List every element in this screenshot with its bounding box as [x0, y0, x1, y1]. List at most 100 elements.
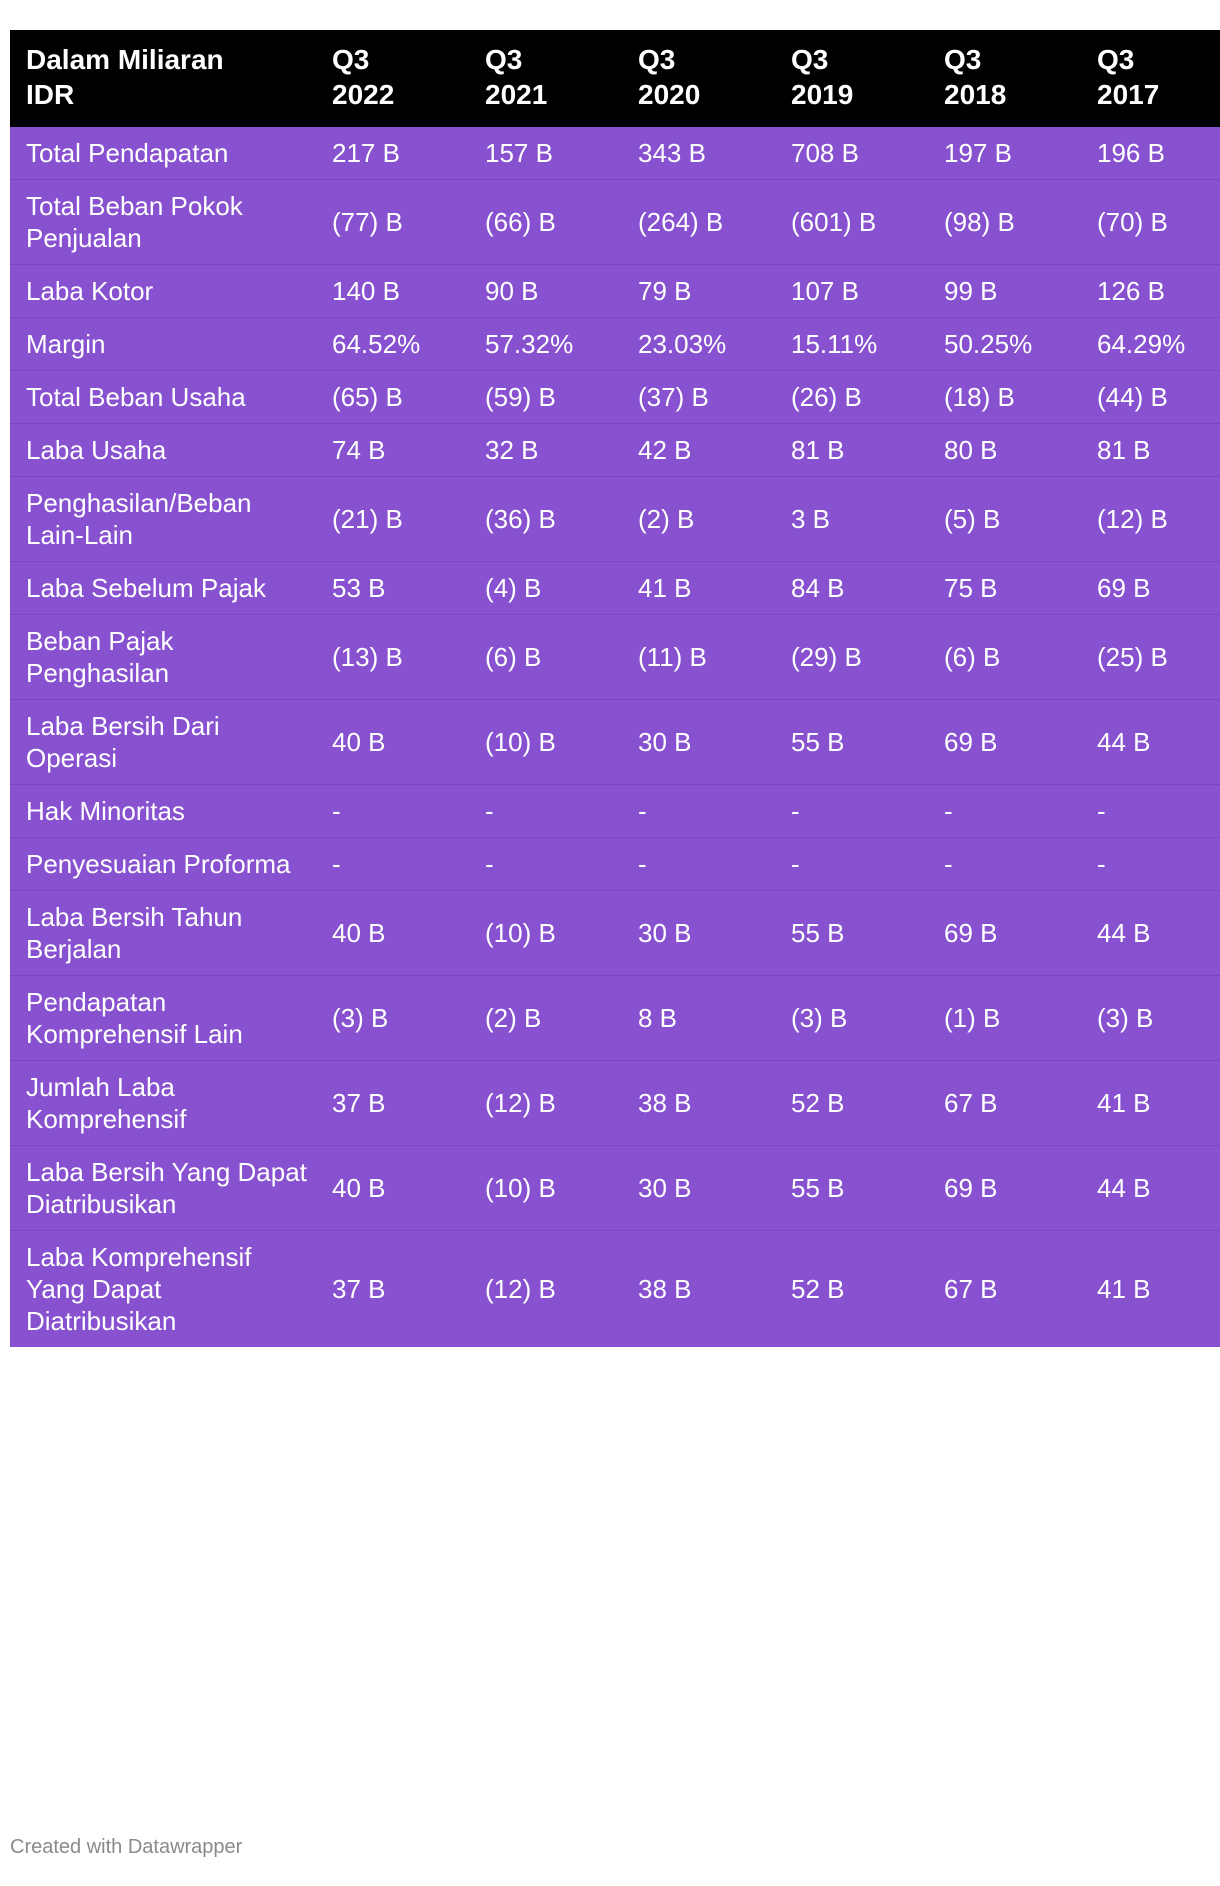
table-row: Laba Usaha 74 B 32 B 42 B 81 B 80 B 81 B	[10, 423, 1220, 477]
table-cell: 197 B	[928, 124, 1081, 180]
table-cell: (1) B	[928, 975, 1081, 1061]
table-cell: (5) B	[928, 476, 1081, 562]
column-header: Q3 2019	[775, 30, 928, 126]
table-cell: (4) B	[469, 561, 622, 615]
table-cell: (264) B	[622, 179, 775, 265]
table-cell: 69 B	[928, 890, 1081, 976]
table-cell: (13) B	[316, 614, 469, 700]
table-cell: 217 B	[316, 124, 469, 180]
table-cell: 69 B	[1081, 561, 1220, 615]
table-cell: -	[316, 837, 469, 891]
row-label: Total Pendapatan	[10, 124, 316, 180]
table-cell: 44 B	[1081, 699, 1220, 785]
table-cell: (66) B	[469, 179, 622, 265]
column-header-line: Q3	[1097, 44, 1135, 75]
column-header-line: 2020	[638, 79, 701, 110]
table-cell: (77) B	[316, 179, 469, 265]
table-cell: (10) B	[469, 890, 622, 976]
table-cell: (21) B	[316, 476, 469, 562]
table-cell: 55 B	[775, 1145, 928, 1231]
table-body: Total Pendapatan 217 B 157 B 343 B 708 B 197 …	[10, 124, 1220, 1347]
table-cell: 67 B	[928, 1230, 1081, 1347]
column-header-line: 2018	[944, 79, 1007, 110]
column-header: Q3 2020	[622, 30, 775, 126]
table-cell: (26) B	[775, 370, 928, 424]
table-row: Laba Bersih Dari Operasi 40 B (10) B 30 B 55…	[10, 699, 1220, 785]
table-cell: 44 B	[1081, 890, 1220, 976]
table-cell: 53 B	[316, 561, 469, 615]
table-cell: 37 B	[316, 1060, 469, 1146]
table-cell: 55 B	[775, 699, 928, 785]
table-row: Hak Minoritas - - - - - -	[10, 784, 1220, 838]
table-cell: 50.25%	[928, 317, 1081, 371]
table-cell: (12) B	[1081, 476, 1220, 562]
row-label: Laba Bersih Tahun Berjalan	[10, 890, 316, 976]
table-row: Total Beban Usaha (65) B (59) B (37) B (26) …	[10, 370, 1220, 424]
table-cell: 81 B	[775, 423, 928, 477]
table-cell: 84 B	[775, 561, 928, 615]
table-cell: -	[469, 837, 622, 891]
table-cell: (601) B	[775, 179, 928, 265]
row-label: Laba Kotor	[10, 264, 316, 318]
table-cell: 44 B	[1081, 1145, 1220, 1231]
table-cell: (59) B	[469, 370, 622, 424]
table-cell: 81 B	[1081, 423, 1220, 477]
table-cell: 38 B	[622, 1230, 775, 1347]
column-header-line: Q3	[485, 44, 523, 75]
table-cell: 90 B	[469, 264, 622, 318]
table-cell: -	[622, 837, 775, 891]
table-row: Beban Pajak Penghasilan (13) B (6) B (11) B…	[10, 614, 1220, 700]
table-cell: 57.32%	[469, 317, 622, 371]
column-header-line: Q3	[638, 44, 676, 75]
column-header-label: Dalam Miliaran IDR	[10, 30, 316, 126]
column-header-line: Q3	[332, 44, 370, 75]
table-cell: -	[928, 837, 1081, 891]
column-header-line: 2019	[791, 79, 854, 110]
table-cell: 40 B	[316, 1145, 469, 1231]
table-cell: 80 B	[928, 423, 1081, 477]
table-row: Penghasilan/Beban Lain-Lain (21) B (36) B(…	[10, 476, 1220, 562]
column-header: Q3 2022	[316, 30, 469, 126]
table-cell: -	[316, 784, 469, 838]
table-cell: 37 B	[316, 1230, 469, 1347]
table-row: Margin 64.52% 57.32% 23.03% 15.11% 50.25% 64.2…	[10, 317, 1220, 371]
table-row: Laba Bersih Yang Dapat Diatribusikan 40 B…	[10, 1145, 1220, 1231]
table-cell: 196 B	[1081, 124, 1220, 180]
table-cell: 75 B	[928, 561, 1081, 615]
table-cell: 40 B	[316, 890, 469, 976]
table-cell: (2) B	[469, 975, 622, 1061]
table-cell: 41 B	[622, 561, 775, 615]
table-cell: (29) B	[775, 614, 928, 700]
table-row: Penyesuaian Proforma - - - - - -	[10, 837, 1220, 891]
row-label: Laba Usaha	[10, 423, 316, 477]
table-row: Laba Komprehensif Yang Dapat Diatribusik…	[10, 1230, 1220, 1347]
table-cell: (2) B	[622, 476, 775, 562]
table-cell: (10) B	[469, 699, 622, 785]
column-header-line: Q3	[944, 44, 982, 75]
row-label: Laba Sebelum Pajak	[10, 561, 316, 615]
table-cell: 140 B	[316, 264, 469, 318]
table-cell: 52 B	[775, 1060, 928, 1146]
table-cell: 69 B	[928, 1145, 1081, 1231]
column-header-line: Q3	[791, 44, 829, 75]
table-cell: 708 B	[775, 124, 928, 180]
table-cell: -	[775, 784, 928, 838]
row-label: Laba Bersih Yang Dapat Diatribusikan	[10, 1145, 316, 1231]
table-cell: 30 B	[622, 1145, 775, 1231]
row-label: Jumlah Laba Komprehensif	[10, 1060, 316, 1146]
column-header: Q3 2021	[469, 30, 622, 126]
table-cell: 8 B	[622, 975, 775, 1061]
financial-table-container: Dalam Miliaran IDR Q3 2022 Q3 2021 Q3 2020 Q3 201…	[10, 30, 1220, 1347]
table-cell: (10) B	[469, 1145, 622, 1231]
table-cell: -	[775, 837, 928, 891]
column-header: Q3 2017	[1081, 30, 1220, 126]
table-cell: (12) B	[469, 1060, 622, 1146]
table-cell: (11) B	[622, 614, 775, 700]
header-row: Dalam Miliaran IDR Q3 2022 Q3 2021 Q3 2020 Q3 201…	[10, 30, 1220, 126]
row-label: Hak Minoritas	[10, 784, 316, 838]
table-cell: 40 B	[316, 699, 469, 785]
table-cell: -	[1081, 837, 1220, 891]
table-row: Total Pendapatan 217 B 157 B 343 B 708 B 197 …	[10, 124, 1220, 180]
column-header-line: Dalam Miliaran	[26, 44, 224, 75]
